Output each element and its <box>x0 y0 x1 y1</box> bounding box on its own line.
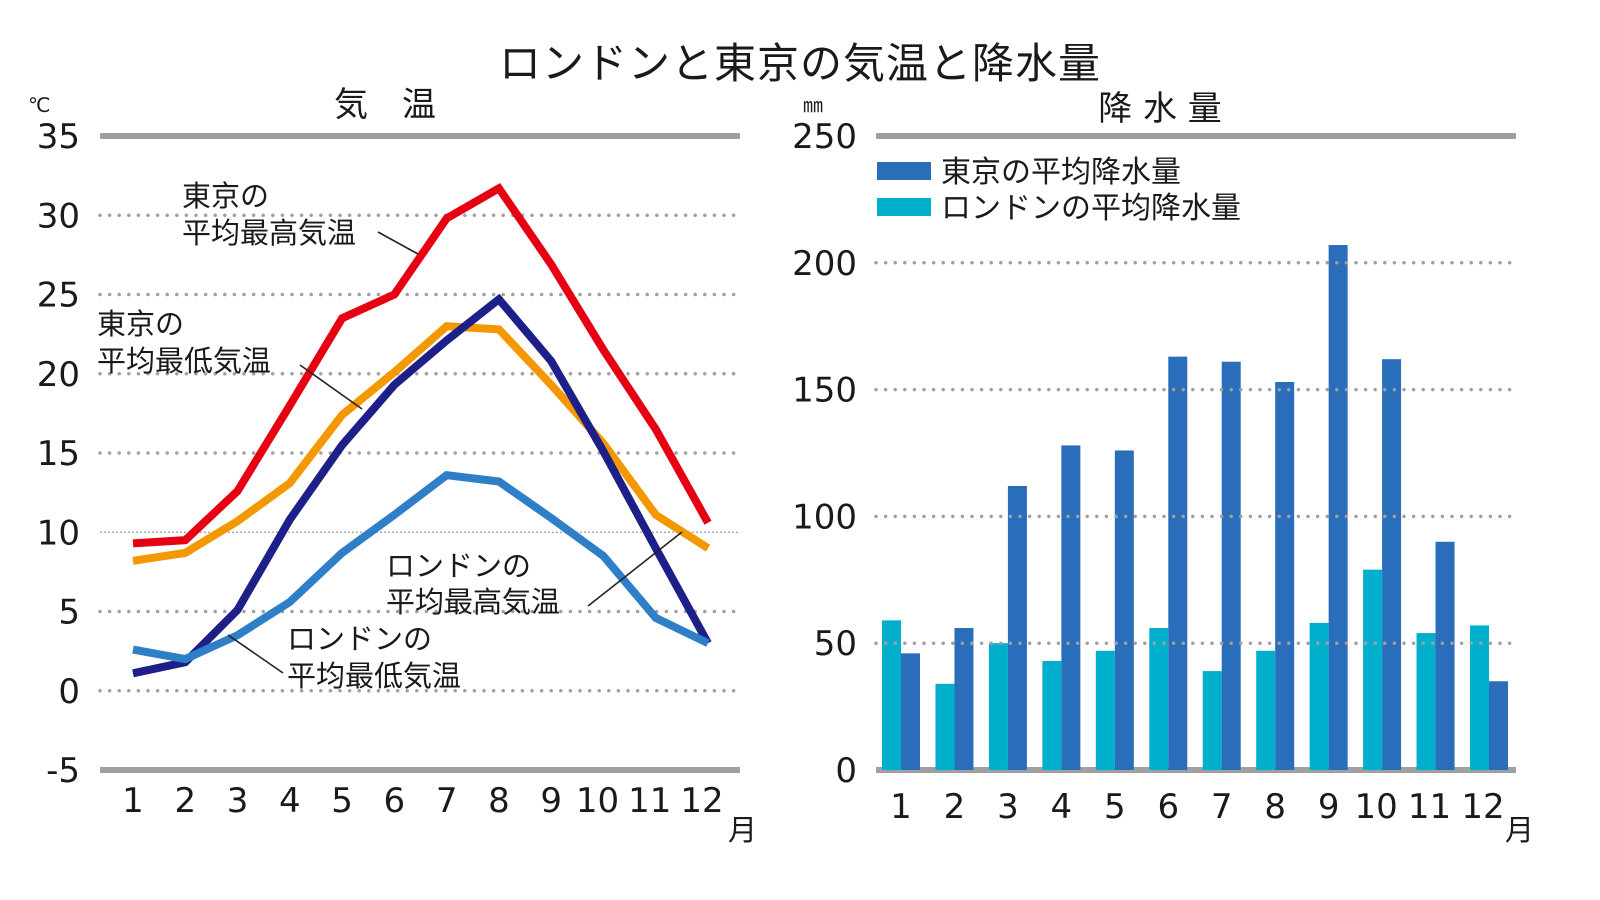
x-tick-label: 5 <box>1104 787 1126 827</box>
x-tick-label: 4 <box>1051 787 1073 827</box>
y-tick-label: 200 <box>792 244 857 284</box>
annotation-leader-line <box>299 364 363 410</box>
bar <box>1328 245 1348 771</box>
x-tick-label: 3 <box>997 787 1019 827</box>
bar <box>1061 445 1081 770</box>
bar <box>1007 485 1027 770</box>
series-line <box>132 322 711 565</box>
x-tick-label: 7 <box>1211 787 1233 827</box>
annotation-label: ロンドンの <box>386 549 531 583</box>
annotation-leader-line <box>377 231 419 255</box>
x-tick-label: 5 <box>331 781 353 821</box>
bar <box>954 627 974 770</box>
y-tick-label: -5 <box>46 751 80 791</box>
bar <box>1149 627 1169 770</box>
annotation-leader-line <box>227 634 284 674</box>
bar <box>935 683 955 770</box>
x-tick-label: 2 <box>944 787 966 827</box>
x-tick-label: 12 <box>1461 787 1504 827</box>
bar <box>1114 450 1134 770</box>
legend-swatch <box>877 162 931 180</box>
bar <box>1256 650 1276 770</box>
bar <box>1470 625 1489 770</box>
legend-label: 東京の平均降水量 <box>941 155 1181 190</box>
x-tick-label: 11 <box>628 781 671 821</box>
bar <box>1363 569 1383 770</box>
legend-label: ロンドンの平均降水量 <box>941 191 1241 226</box>
annotation-label: 平均最低気温 <box>97 344 271 378</box>
annotation-label: 平均最低気温 <box>287 659 461 693</box>
x-tick-label: 4 <box>279 781 301 821</box>
annotation-label: 東京の <box>182 179 269 213</box>
y-tick-label: 15 <box>37 434 80 474</box>
bar <box>1202 671 1222 770</box>
annotation-leader-line <box>587 531 683 607</box>
bar <box>901 653 920 770</box>
x-tick-label: 11 <box>1408 787 1451 827</box>
y-tick-label: 50 <box>814 624 857 664</box>
y-tick-label: 30 <box>37 196 80 236</box>
y-tick-label: 250 <box>792 117 857 157</box>
y-tick-label: 25 <box>37 276 80 316</box>
annotation-label: ロンドンの <box>287 622 432 656</box>
bar <box>1168 356 1188 770</box>
x-tick-label: 8 <box>488 781 510 821</box>
x-tick-label: 12 <box>680 781 723 821</box>
precip-chart-title: 降 水 量 <box>1098 89 1222 129</box>
bar <box>1095 650 1115 770</box>
precip-unit-label: ㎜ <box>803 93 823 117</box>
y-tick-label: 0 <box>58 672 80 712</box>
x-tick-label: 7 <box>436 781 458 821</box>
series-line <box>132 293 712 678</box>
y-tick-label: 20 <box>37 355 80 395</box>
temperature-chart-title: 気 温 <box>334 85 436 125</box>
bar <box>1416 633 1436 770</box>
temperature-x-unit: 月 <box>728 813 757 847</box>
bar <box>1309 622 1329 770</box>
x-tick-label: 1 <box>122 781 144 821</box>
y-tick-label: 100 <box>792 497 857 537</box>
y-tick-label: 5 <box>58 593 80 633</box>
bar <box>1435 541 1455 770</box>
annotation-label: 東京の <box>97 307 184 341</box>
legend-swatch <box>877 198 931 216</box>
y-tick-label: 150 <box>792 371 857 411</box>
series-line <box>132 471 710 664</box>
x-tick-label: 3 <box>227 781 249 821</box>
bar <box>1221 361 1241 770</box>
x-tick-label: 2 <box>174 781 196 821</box>
x-tick-label: 6 <box>1157 787 1179 827</box>
y-tick-label: 10 <box>37 513 80 553</box>
x-tick-label: 6 <box>384 781 406 821</box>
x-tick-label: 10 <box>1354 787 1397 827</box>
y-tick-label: 35 <box>37 117 80 157</box>
bar <box>1382 359 1402 770</box>
chart-main-title: ロンドンと東京の気温と降水量 <box>498 39 1101 88</box>
x-tick-label: 10 <box>576 781 619 821</box>
annotation-label: 平均最高気温 <box>386 585 560 619</box>
bar <box>988 643 1008 770</box>
x-tick-label: 9 <box>540 781 562 821</box>
precip-x-unit: 月 <box>1505 813 1534 847</box>
x-tick-label: 1 <box>890 787 912 827</box>
bar <box>882 620 901 770</box>
temperature-unit-label: ℃ <box>28 93 50 117</box>
x-tick-label: 8 <box>1264 787 1286 827</box>
bar <box>1042 660 1062 770</box>
y-tick-label: 0 <box>835 751 857 791</box>
x-tick-label: 9 <box>1318 787 1340 827</box>
bar <box>1275 381 1295 770</box>
annotation-label: 平均最高気温 <box>182 216 356 250</box>
bar <box>1489 681 1508 770</box>
series-line <box>132 182 712 548</box>
